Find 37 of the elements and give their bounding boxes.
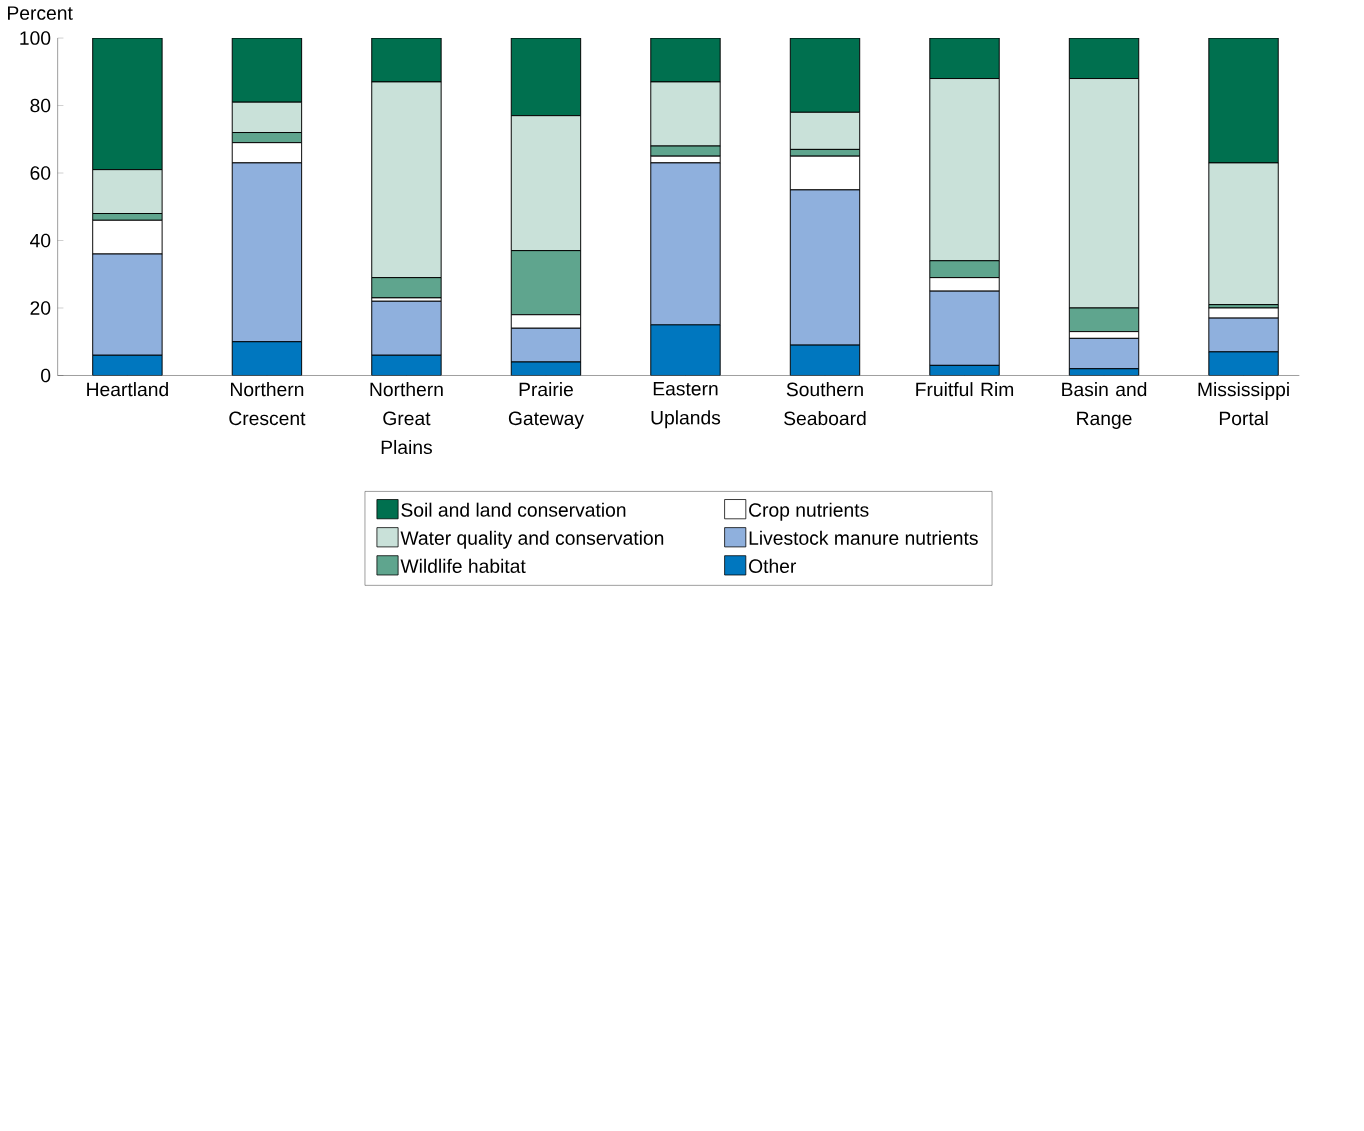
y-tick-label: 40 <box>30 233 51 248</box>
bar <box>789 344 861 376</box>
bar <box>231 37 303 103</box>
x-tick-label: Prairie Gateway <box>508 381 584 429</box>
bar <box>371 37 442 83</box>
y-tick-label: 60 <box>30 166 51 180</box>
bar <box>929 37 1000 79</box>
legend-label: Water quality and conservation <box>400 530 664 549</box>
x-tick-label: Heartland <box>87 381 168 397</box>
bar <box>1208 37 1279 164</box>
bar <box>510 37 582 116</box>
bar <box>371 354 442 376</box>
x-tick-label: Fruitful Rim <box>916 381 1014 397</box>
x-tick-label: Northern Great Plains <box>370 381 443 454</box>
x-tick-label: Mississippi Portal <box>1198 381 1289 426</box>
bar <box>650 324 721 376</box>
y-tick-label: 20 <box>30 301 51 315</box>
legend-label: Wildlife habitat <box>400 558 526 573</box>
x-tick-label: Southern Seaboard <box>784 381 866 426</box>
x-tick-label: Eastern Uplands <box>651 381 721 429</box>
bar <box>1208 351 1279 376</box>
legend-label: Crop nutrients <box>749 502 869 521</box>
bar <box>789 37 861 113</box>
legend-label: Livestock manure nutrients <box>749 530 978 545</box>
bar <box>92 354 163 376</box>
bar <box>231 341 303 376</box>
bar <box>92 37 163 170</box>
legend-label: Soil and land conservation <box>401 502 626 517</box>
x-tick-label: Northern Crescent <box>229 381 306 426</box>
bar <box>650 37 721 83</box>
x-tick-label: Basin and Range <box>1062 381 1147 429</box>
y-tick-label: 100 <box>20 31 51 45</box>
y-axis-title: Percent <box>8 6 73 20</box>
y-tick-label: 80 <box>30 98 51 113</box>
legend-label: Other <box>749 558 797 573</box>
y-tick-label: 0 <box>41 368 51 383</box>
bar <box>1068 37 1140 79</box>
